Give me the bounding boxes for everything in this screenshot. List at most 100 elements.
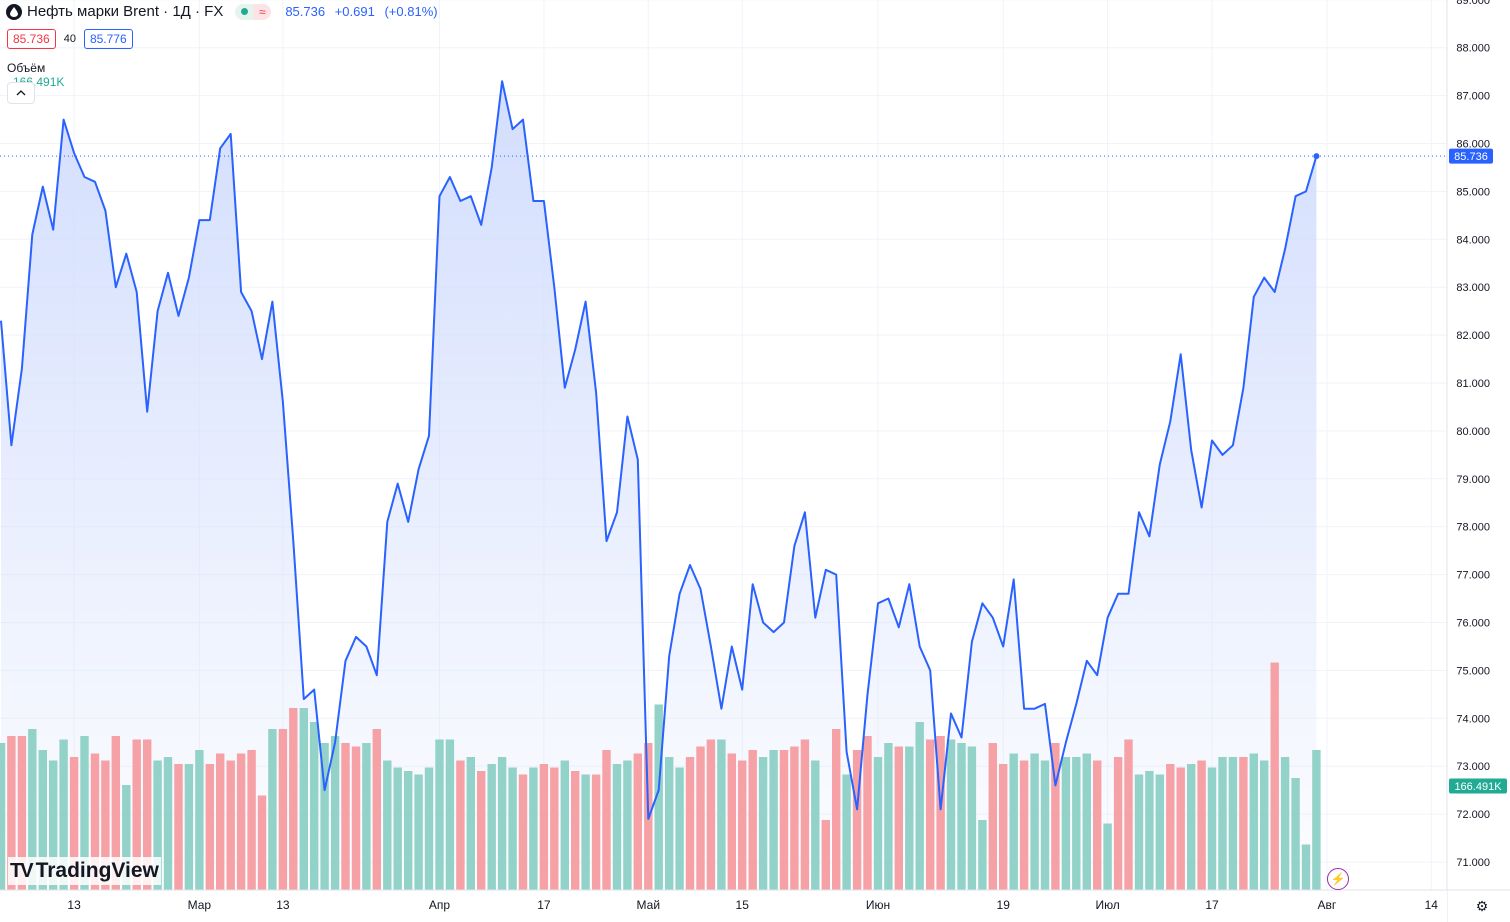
price-tick-label: 76.000 [1456,618,1490,630]
volume-bar [1218,757,1227,890]
tradingview-logo-text: TradingView [35,859,159,882]
price-tick-label: 88.000 [1456,43,1490,55]
time-tick-label: Авг [1317,898,1336,912]
volume-bar [1134,774,1144,890]
volume-bar [1093,760,1102,890]
last-price-label-bg [1449,148,1493,164]
time-tick-label: 19 [997,898,1011,912]
volume-bar [612,764,622,890]
volume-bar [738,760,747,890]
volume-bar [946,739,956,890]
price-line [0,80,1318,820]
volume-bar [852,750,862,890]
volume-bar [654,704,663,890]
volume-bar [863,736,872,890]
spread-value: 40 [63,33,76,45]
last-price: 85.736 [285,4,326,19]
volume-bar [1051,743,1060,890]
volume-bar [132,739,141,890]
volume-bar [1270,662,1279,890]
volume-bar [1176,767,1185,890]
volume-bar [800,739,810,890]
time-axis[interactable] [0,890,1447,922]
last-volume-label: 166.491K [1454,781,1502,793]
volume-bar [967,746,977,890]
volume-bar [216,753,225,890]
volume-bar [727,753,736,890]
volume-bar [289,708,298,890]
volume-bar [758,757,768,890]
volume-bar [978,820,987,890]
volume-bar [1072,757,1081,890]
price-tick-label: 82.000 [1456,330,1490,342]
time-tick-label: 13 [67,898,81,912]
buy-price-button[interactable]: 85.776 [83,29,133,49]
volume-bar [122,785,131,890]
volume-bar [184,764,194,890]
volume-bar [748,750,757,890]
volume-bar [1103,823,1112,890]
volume-bar [90,753,100,890]
volume-bar [383,760,392,890]
volume-bar [821,820,830,890]
bid-ask-row: 85.736 40 85.776 [7,29,133,49]
volume-label[interactable]: Объём [7,61,46,75]
volume-bar [1040,760,1050,890]
volume-bar [163,757,173,890]
volume-bar [873,757,883,890]
collapse-legend-button[interactable] [7,82,35,104]
volume-bar [38,750,47,890]
volume-bar [1145,771,1154,890]
volume-bar [111,736,120,890]
volume-bar [466,757,475,890]
volume-bar [581,774,590,890]
volume-bar [236,753,246,890]
sell-price-button[interactable]: 85.736 [7,29,56,49]
volume-bar [17,736,27,890]
volume-bar [550,767,559,890]
market-status-pill[interactable]: ≈ [235,3,272,20]
volume-bar [1113,757,1123,890]
volume-bar [59,739,68,890]
volume-bar [957,743,966,890]
volume-bar [1166,764,1175,890]
tradingview-logo[interactable]: TV TradingView [8,857,161,885]
volume-bar [1239,757,1248,890]
volume-bar [779,750,789,890]
volume-bar [226,760,235,890]
time-tick-label: Май [637,898,661,912]
volume-bar [696,746,705,890]
last-volume-label-bg [1449,778,1507,794]
volume-bar [560,760,569,890]
price-tick-label: 87.000 [1456,91,1490,103]
volume-bar [257,795,267,890]
gear-icon[interactable]: ⚙ [1475,897,1489,914]
volume-bar [205,764,214,890]
lightning-icon[interactable]: ⚡ [1327,868,1349,890]
volume-bar [571,771,580,890]
time-tick-label: 17 [1205,898,1219,912]
volume-bar [842,774,851,890]
volume-bar [1249,753,1258,890]
symbol-title[interactable]: Нефть марки Brent · 1Д · FX [27,3,224,20]
price-tick-label: 83.000 [1456,282,1490,294]
volume-bar [1155,774,1164,890]
price-tick-label: 79.000 [1456,474,1490,486]
volume-bar [926,739,935,890]
volume-bar [153,760,162,890]
volume-bar [456,760,465,890]
volume-bar [675,767,684,890]
volume-bar [101,760,110,890]
volume-bar [414,774,423,890]
price-tick-label: 84.000 [1456,234,1490,246]
volume-bar [268,729,277,890]
volume-bar [988,743,997,890]
volume-bar [497,757,507,890]
volume-bar [80,736,89,890]
volume-bar [1228,757,1238,890]
time-tick-label: Июл [1095,898,1119,912]
volume-bar [769,750,778,890]
price-change-pct: (+0.81%) [384,4,438,19]
approx-icon: ≈ [253,3,272,20]
